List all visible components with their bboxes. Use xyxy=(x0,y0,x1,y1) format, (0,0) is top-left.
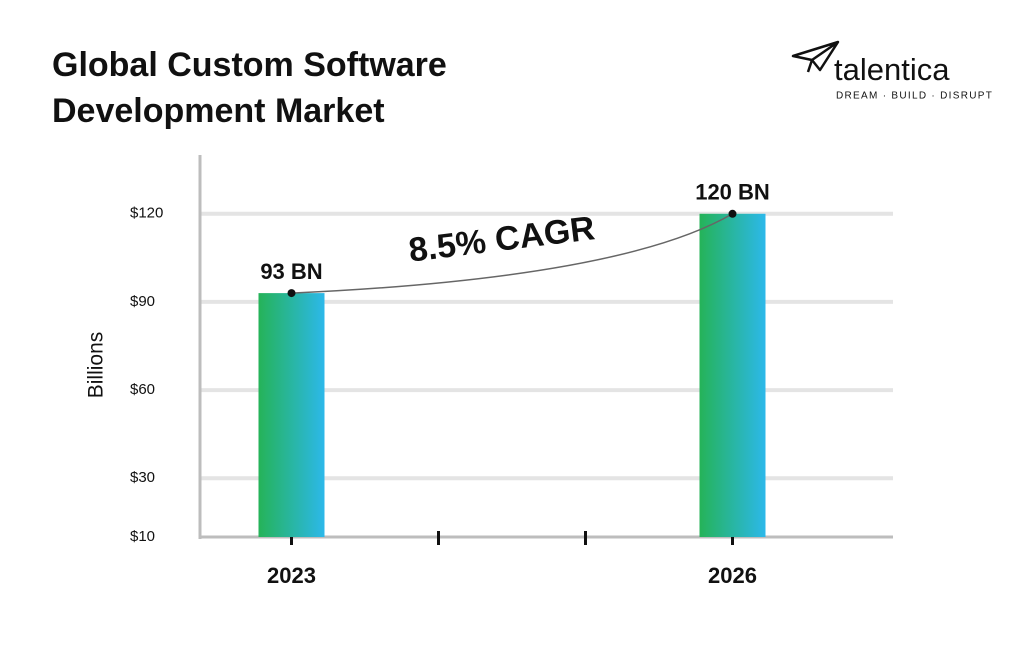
x-tick-label: 2026 xyxy=(708,563,757,588)
logo: talentica DREAM · BUILD · DISRUPT xyxy=(791,40,993,102)
y-tick-label: $120 xyxy=(130,205,163,222)
y-tick-label: $10 xyxy=(130,528,155,545)
value-label: 120 BN xyxy=(695,180,770,205)
annotation: 8.5% CAGR xyxy=(407,209,597,270)
point-marker xyxy=(287,289,296,298)
value-label: 93 BN xyxy=(260,259,322,284)
y-tick-label: $30 xyxy=(130,469,155,486)
logo-name: talentica xyxy=(834,52,950,87)
y-tick-label: $90 xyxy=(130,293,155,310)
y-axis-label: Billions xyxy=(85,332,108,399)
logo-icon xyxy=(791,40,840,73)
logo-tagline: DREAM · BUILD · DISRUPT xyxy=(836,91,993,102)
y-tick-label: $60 xyxy=(130,381,155,398)
bar xyxy=(258,293,325,537)
bar xyxy=(699,213,766,537)
x-tick-label: 2023 xyxy=(267,563,316,588)
cagr-curve xyxy=(291,213,733,294)
point-marker xyxy=(728,209,737,218)
chart-title: Global Custom Software Development Marke… xyxy=(52,46,447,130)
